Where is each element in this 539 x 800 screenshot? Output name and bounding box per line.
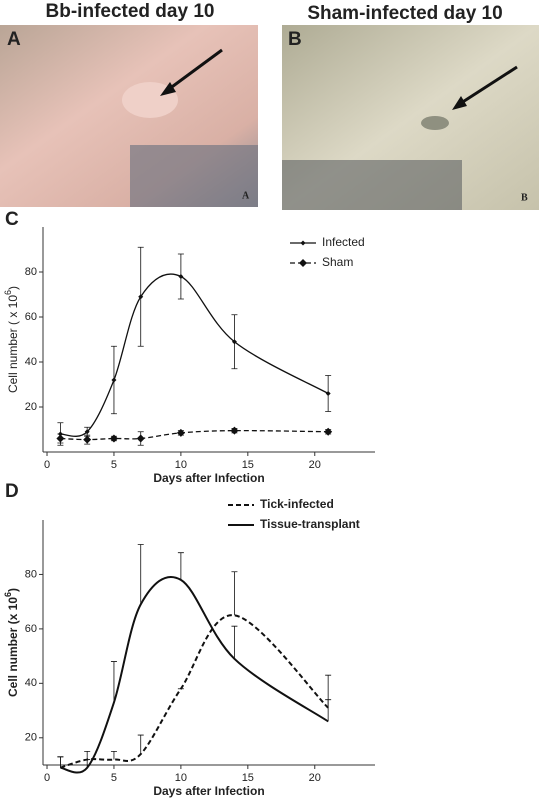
y-tick-label: 40 (25, 356, 37, 368)
marker (83, 435, 92, 444)
error-bar (137, 544, 144, 605)
x-tick-label: 15 (242, 772, 254, 784)
marker (111, 377, 117, 383)
photo-title: Sham-infected day 10 (307, 3, 502, 24)
error-bar (137, 734, 144, 755)
series-line (60, 614, 329, 769)
error-bar (84, 759, 91, 768)
marker (109, 434, 118, 443)
marker (176, 428, 185, 437)
legend-label: Tick-infected (260, 497, 334, 511)
y-tick-label: 80 (25, 266, 37, 278)
y-tick-label: 60 (25, 623, 37, 635)
x-tick-label: 5 (111, 459, 117, 471)
y-tick-label: 80 (25, 568, 37, 580)
marker (231, 339, 237, 345)
legend-label: Sham (322, 255, 353, 269)
y-axis-label: Cell number (x 106) (3, 588, 20, 697)
error-bar (231, 625, 238, 659)
series-line (60, 576, 329, 774)
panel-letter: C (5, 209, 19, 230)
x-tick-label: 20 (309, 772, 321, 784)
photo-corner-label: A (242, 190, 250, 201)
panel-letter: A (7, 29, 21, 50)
y-tick-label: 20 (25, 732, 37, 744)
x-axis-label: Days after Infection (153, 471, 264, 485)
error-bar (57, 756, 64, 768)
y-axis-label: Cell number ( x 106) (3, 286, 20, 393)
photo-b (282, 25, 539, 210)
y-tick-label: 40 (25, 677, 37, 689)
x-tick-label: 10 (175, 772, 187, 784)
photo-a (0, 25, 258, 207)
x-tick-label: 5 (111, 772, 117, 784)
y-axis-label-end: ) (6, 588, 20, 592)
legend-label: Infected (322, 235, 365, 249)
error-bar (231, 571, 238, 616)
y-axis-label-sup: 6 (3, 592, 13, 597)
x-tick-label: 15 (242, 459, 254, 471)
photo-title: Bb-infected day 10 (46, 1, 215, 22)
x-tick-label: 0 (44, 459, 50, 471)
y-axis-label-end: ) (6, 286, 20, 290)
error-bar (110, 661, 117, 703)
legend-marker (299, 259, 307, 267)
error-bar (177, 552, 184, 580)
error-bar (325, 699, 332, 722)
panel-letter: B (288, 29, 302, 50)
marker (325, 391, 331, 396)
y-axis-label-sup: 6 (3, 290, 13, 295)
x-tick-label: 10 (175, 459, 187, 471)
y-tick-label: 20 (25, 401, 37, 413)
y-tick-label: 60 (25, 311, 37, 323)
error-bar (84, 750, 91, 760)
error-bar (110, 750, 117, 760)
legend-marker (300, 240, 306, 246)
marker (56, 434, 65, 443)
y-axis-label-text: Cell number ( x 10 (6, 295, 20, 393)
marker (84, 429, 90, 435)
marker (178, 274, 184, 279)
marker (324, 427, 333, 436)
marker (136, 434, 145, 443)
x-axis-label: Days after Infection (153, 784, 264, 798)
series-line (60, 273, 329, 437)
legend-label: Tissue-transplant (260, 517, 360, 531)
y-axis-label-text: Cell number (x 10 (6, 597, 20, 697)
x-tick-label: 20 (309, 459, 321, 471)
series-line (60, 429, 329, 441)
photo-corner-label: B (521, 192, 528, 203)
marker (230, 426, 239, 435)
panel-letter: D (5, 481, 19, 502)
x-tick-label: 0 (44, 772, 50, 784)
marker (138, 294, 144, 300)
